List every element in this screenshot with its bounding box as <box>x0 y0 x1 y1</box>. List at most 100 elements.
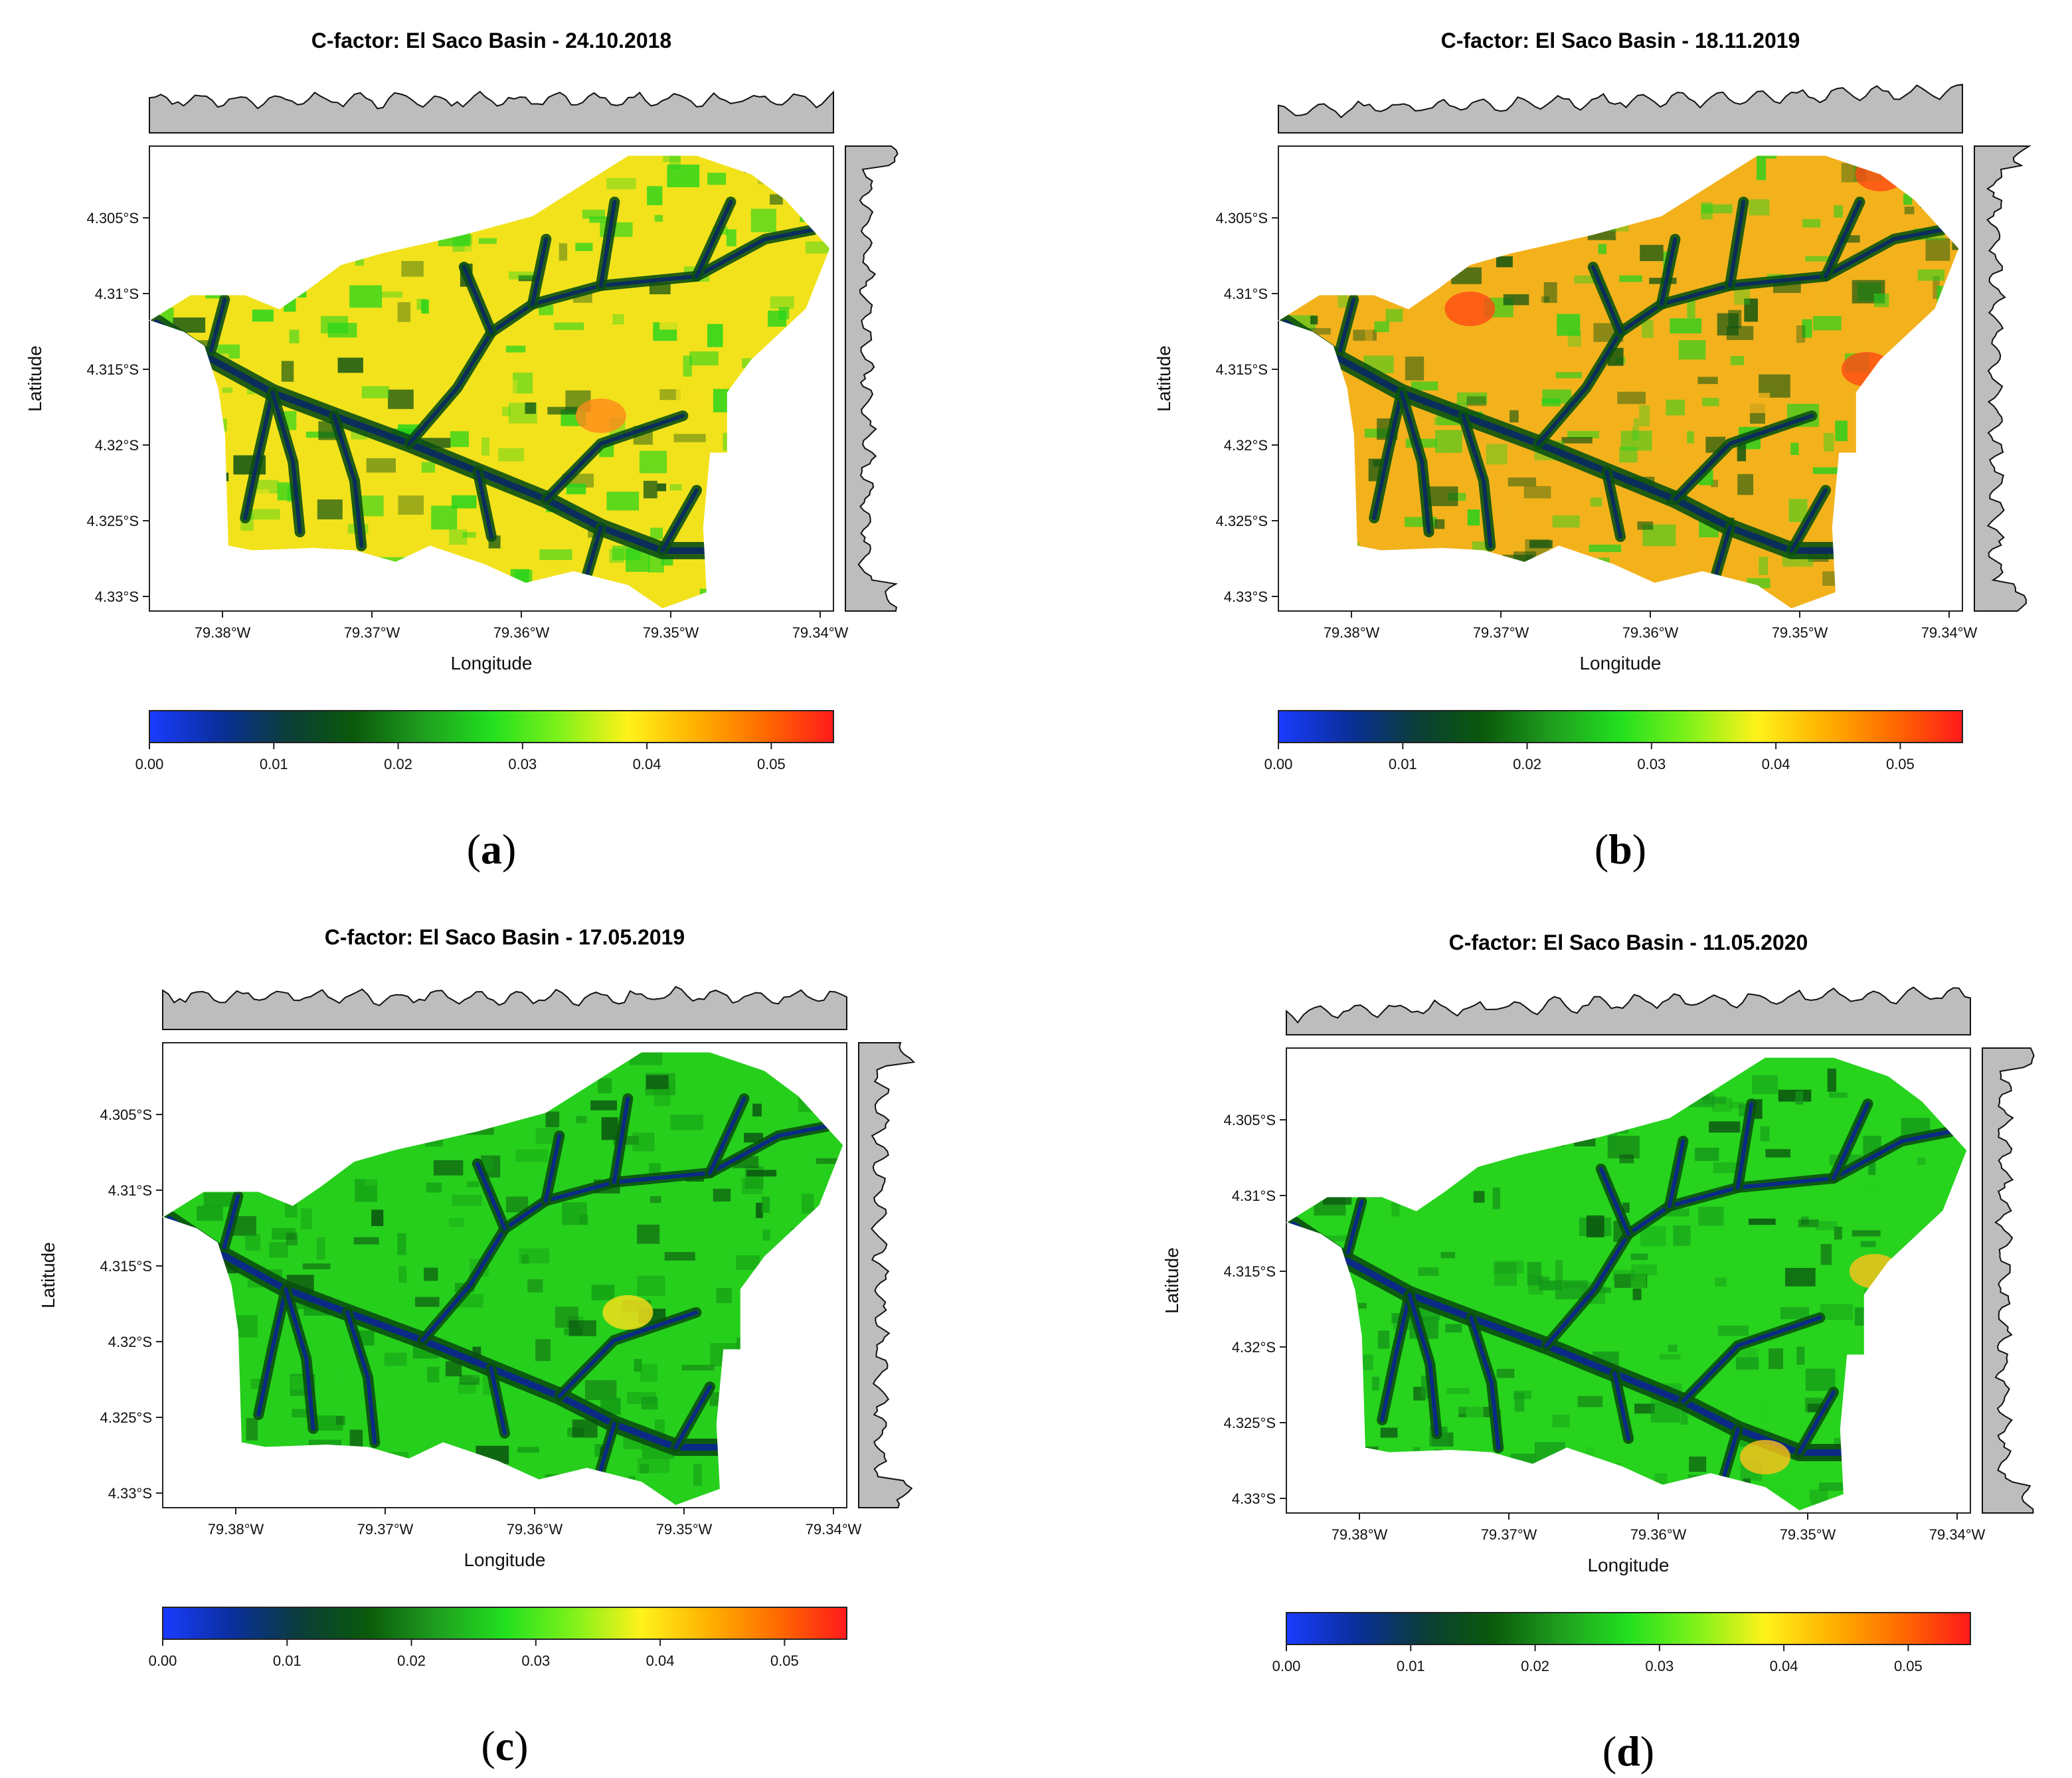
y-tick-label: 4.33°S <box>1232 1490 1276 1507</box>
raster-patch <box>1687 431 1694 444</box>
raster-patch <box>1697 377 1718 385</box>
raster-patch <box>327 1374 343 1381</box>
raster-patch <box>606 178 636 189</box>
raster-patch <box>1917 1157 1926 1165</box>
drainage-channel <box>243 391 275 520</box>
panel-title: C-factor: El Saco Basin - 18.11.2019 <box>1441 29 1800 52</box>
y-tick-label: 4.31°S <box>1224 286 1268 302</box>
raster-patch <box>355 259 364 266</box>
raster-patch <box>1630 1253 1648 1261</box>
raster-patch <box>1756 157 1767 181</box>
raster-patch <box>1801 1216 1809 1225</box>
raster-patch <box>598 1078 612 1094</box>
raster-patch <box>361 386 389 399</box>
raster-patch <box>1757 155 1777 159</box>
raster-patch <box>1741 393 1770 413</box>
panel-letter-char: c <box>495 1722 514 1769</box>
raster-patch <box>1796 325 1806 343</box>
raster-patch <box>646 1075 669 1089</box>
colorbar <box>1278 710 1963 743</box>
raster-patch <box>1639 405 1650 426</box>
x-tick-label: 79.34°W <box>806 1521 862 1538</box>
raster-patch <box>601 1117 618 1140</box>
raster-patch <box>637 1275 665 1296</box>
raster-patch <box>1552 515 1580 528</box>
raster-patch <box>1737 443 1747 462</box>
raster-patch <box>353 1237 379 1245</box>
raster-patch <box>713 1188 731 1202</box>
raster-patch <box>1780 1307 1810 1320</box>
right-marginal-profile <box>858 1042 916 1508</box>
raster-patch <box>1634 1403 1655 1414</box>
raster-patch <box>590 1100 617 1111</box>
raster-patch <box>1555 1260 1563 1281</box>
raster-patch <box>1838 235 1860 243</box>
drainage-channel <box>1797 1390 1836 1455</box>
raster-patch <box>1916 1105 1927 1119</box>
raster-patch <box>1380 1427 1398 1438</box>
colorbar <box>149 710 834 743</box>
raster-patch <box>300 1208 312 1230</box>
basin-outline <box>161 1051 844 1506</box>
raster-patch <box>1486 444 1508 465</box>
y-tick-label: 4.33°S <box>95 588 139 605</box>
raster-patch <box>788 1211 804 1221</box>
raster-patch <box>1590 497 1602 507</box>
raster-patch <box>173 317 206 333</box>
y-axis-label: Latitude <box>1154 345 1174 412</box>
raster-patch <box>1494 1261 1524 1274</box>
panel-d: C-factor: El Saco Basin - 11.05.2020 4.30… <box>1162 931 2035 1775</box>
drainage-channel <box>256 1287 288 1417</box>
raster-patch <box>1698 1207 1724 1226</box>
raster-patch <box>1820 1304 1854 1320</box>
panel-letter-paren: ( <box>481 1722 495 1769</box>
raster-patch <box>1567 430 1599 438</box>
raster-patch <box>663 155 681 162</box>
raster-patch <box>353 455 361 462</box>
raster-patch <box>1867 195 1878 215</box>
raster-patch <box>612 545 641 561</box>
raster-patch <box>659 317 677 330</box>
y-tick-label: 4.315°S <box>1215 361 1268 378</box>
raster-patch <box>591 1285 615 1300</box>
raster-patch <box>650 1196 661 1203</box>
raster-patch <box>1852 1230 1881 1237</box>
raster-patch <box>1322 1235 1349 1241</box>
colorbar-tick-label: 0.03 <box>1637 756 1666 772</box>
raster-patch <box>289 329 300 343</box>
raster-patch <box>1824 432 1834 452</box>
panel-c: C-factor: El Saco Basin - 17.05.2019 4.30… <box>38 925 916 1769</box>
raster-patch <box>1298 327 1331 335</box>
drainage-channel <box>332 414 364 548</box>
raster-patch <box>1557 313 1581 336</box>
raster-patch <box>1775 1486 1791 1499</box>
panel-letter: (b) <box>1595 826 1646 873</box>
colorbar-tick-label: 0.04 <box>633 756 661 772</box>
raster-patch <box>669 484 682 491</box>
raster-patch <box>315 1415 343 1431</box>
raster-patch <box>681 1364 715 1371</box>
raster-patch <box>649 1163 661 1176</box>
high-c-spot <box>602 1295 653 1330</box>
drainage-channel <box>284 1287 315 1431</box>
raster-patch <box>1724 1079 1750 1093</box>
raster-patch <box>1640 244 1664 262</box>
raster-patch <box>700 1052 707 1062</box>
raster-patch <box>462 532 476 538</box>
raster-patch <box>549 210 581 219</box>
y-axis-label: Latitude <box>25 345 45 412</box>
raster-patch <box>589 217 614 223</box>
x-axis-label: Longitude <box>1587 1555 1669 1575</box>
raster-patch <box>222 387 232 393</box>
top-marginal-profile <box>162 986 847 1030</box>
raster-patch <box>1598 244 1606 254</box>
raster-patch <box>525 402 537 414</box>
colorbar <box>1286 1612 1971 1645</box>
y-axis-label: Latitude <box>1162 1247 1182 1314</box>
raster-patch <box>647 186 663 205</box>
raster-patch <box>302 1263 331 1270</box>
x-tick-label: 79.37°W <box>1473 624 1529 641</box>
x-tick-label: 79.34°W <box>792 624 849 641</box>
raster-patch <box>675 389 707 409</box>
raster-patch <box>337 357 363 373</box>
